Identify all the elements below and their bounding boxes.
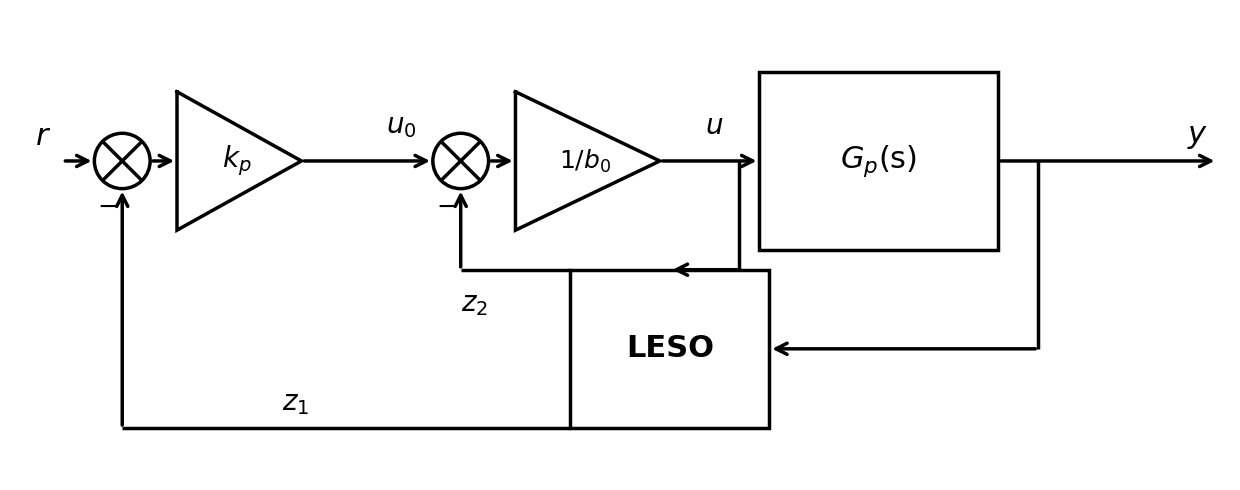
Bar bbox=[759, 72, 998, 250]
Text: $z_2$: $z_2$ bbox=[461, 290, 487, 318]
Text: $1/b_0$: $1/b_0$ bbox=[559, 147, 611, 174]
Text: $G_p\mathrm{(s)}$: $G_p\mathrm{(s)}$ bbox=[841, 143, 918, 179]
Bar bbox=[570, 270, 769, 428]
Text: $u_0$: $u_0$ bbox=[386, 112, 417, 140]
Text: $k_p$: $k_p$ bbox=[222, 144, 252, 178]
Text: $z_1$: $z_1$ bbox=[281, 389, 309, 417]
Text: $-$: $-$ bbox=[97, 194, 118, 218]
Text: LESO: LESO bbox=[626, 334, 714, 363]
Text: $y$: $y$ bbox=[1187, 122, 1208, 151]
Text: $r$: $r$ bbox=[35, 122, 51, 151]
Text: $u$: $u$ bbox=[704, 112, 723, 140]
Text: $-$: $-$ bbox=[435, 194, 456, 218]
